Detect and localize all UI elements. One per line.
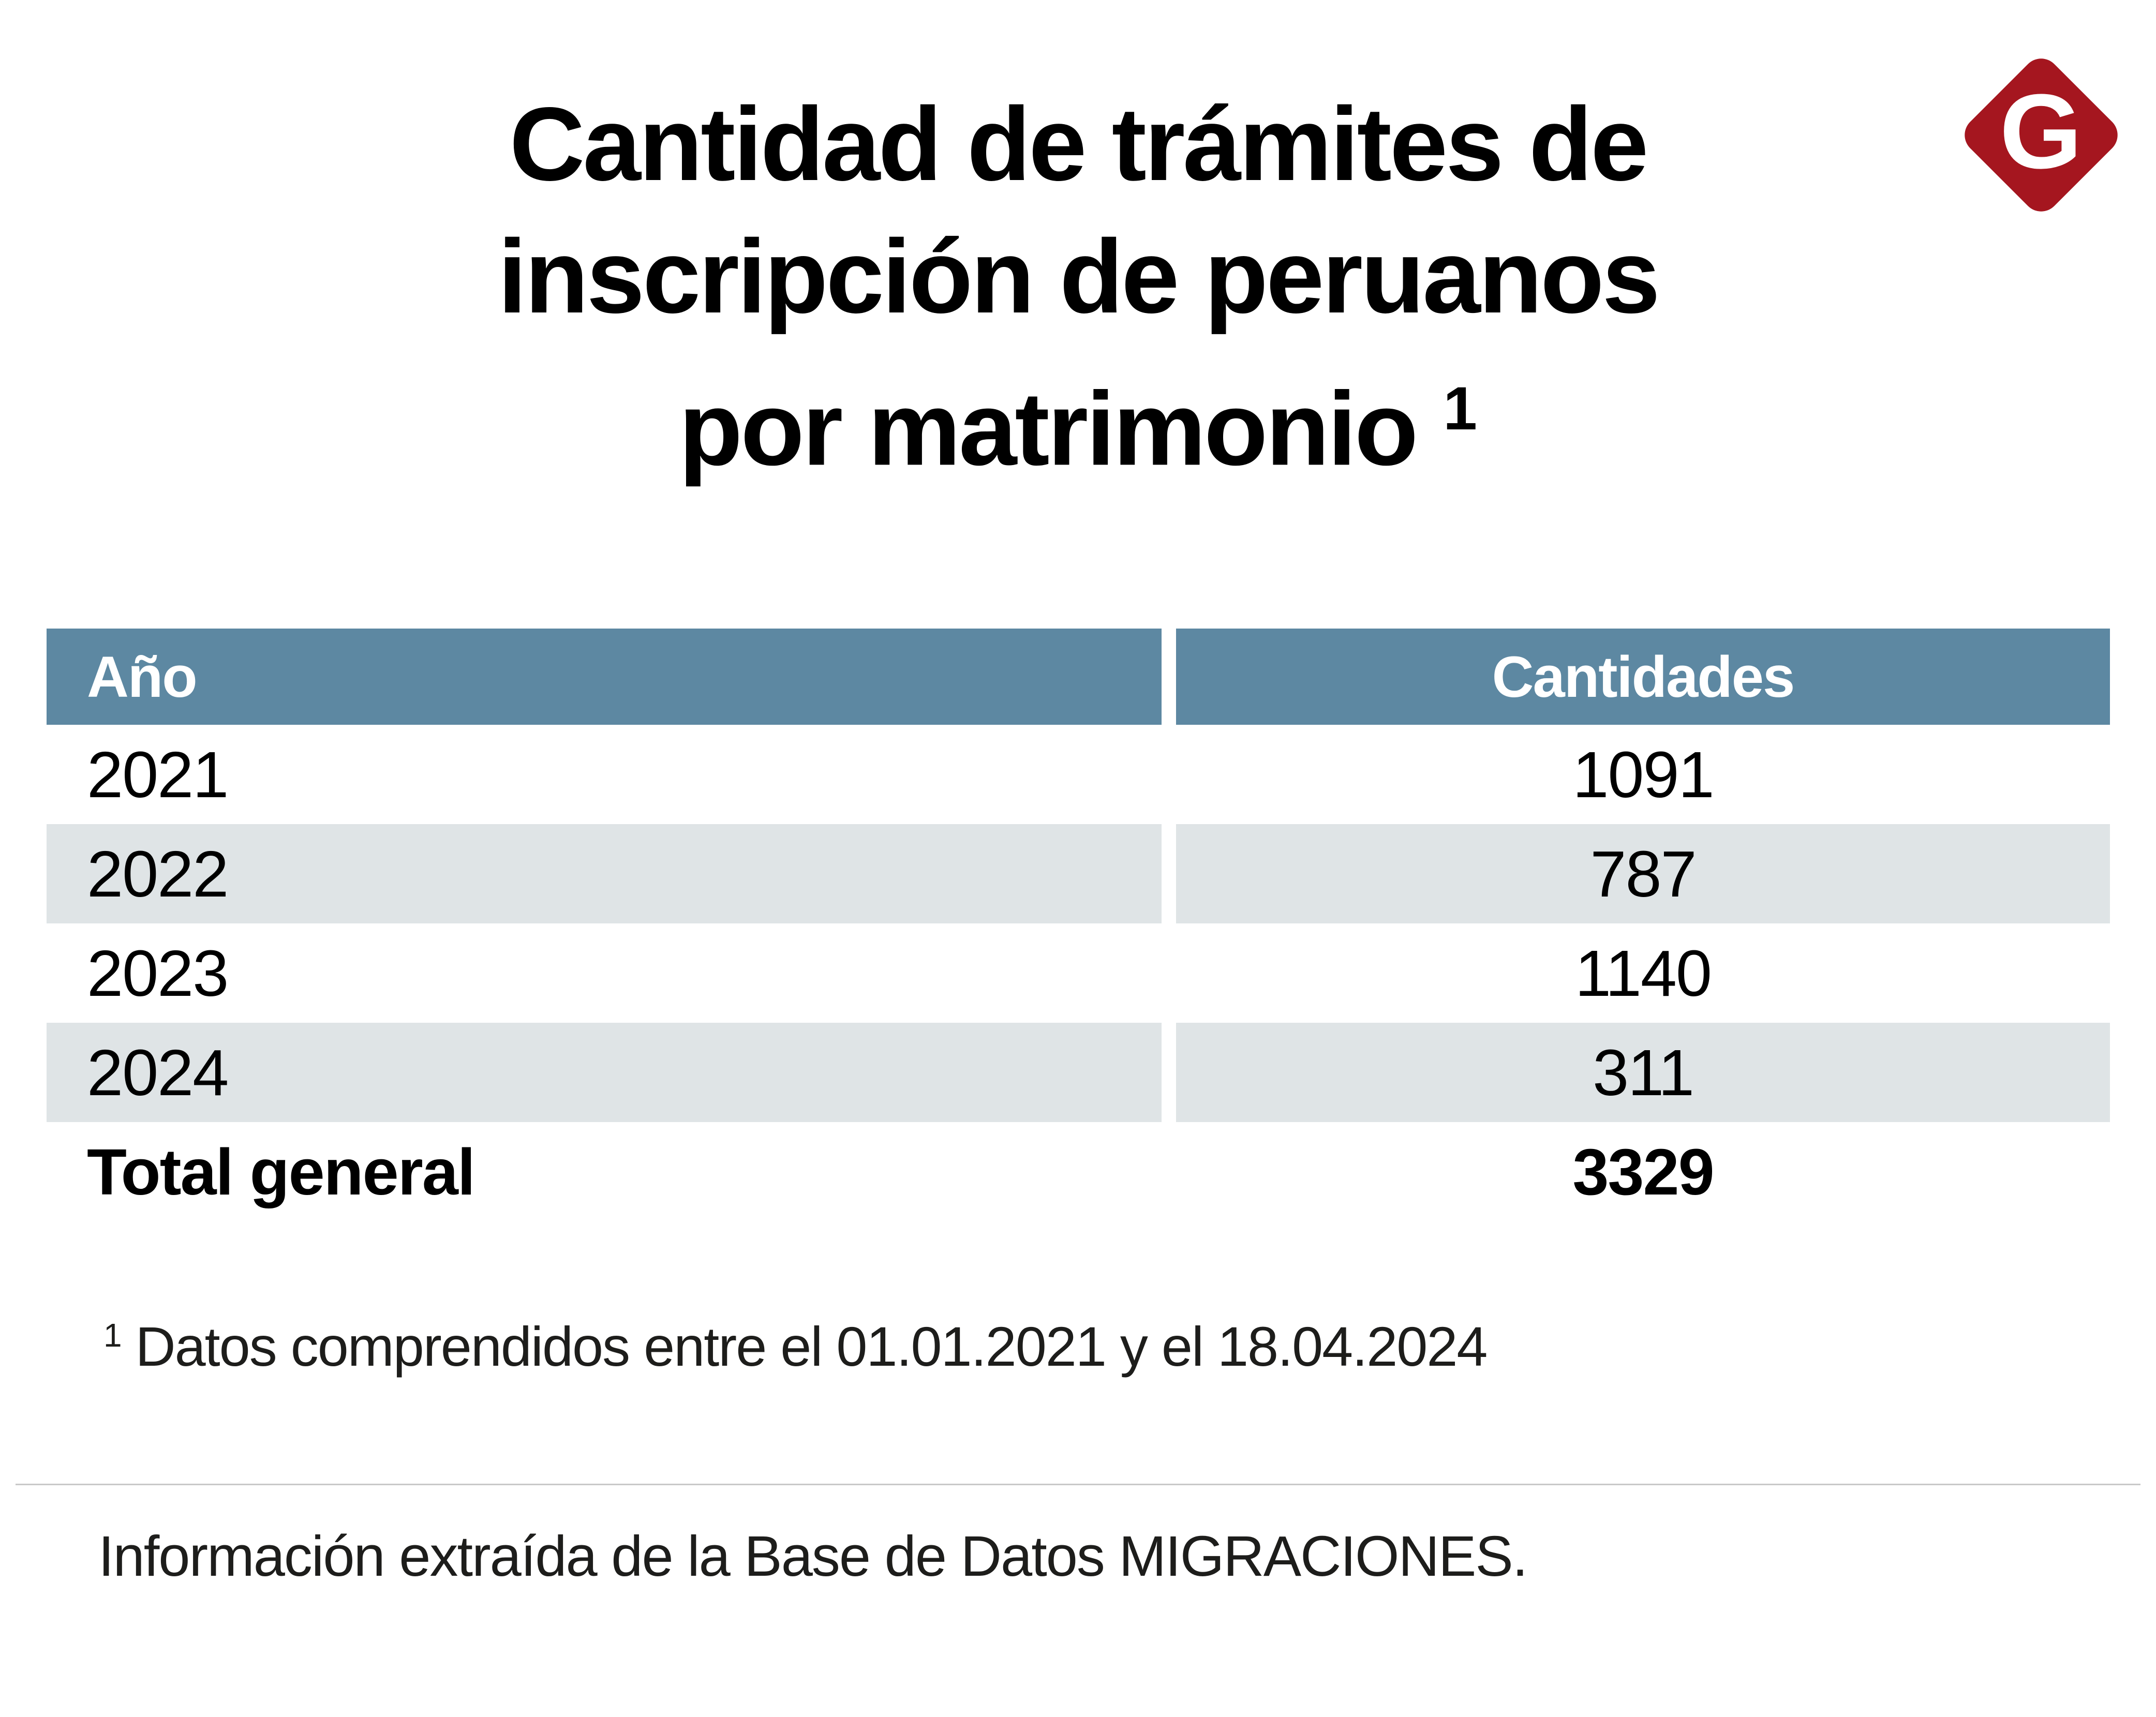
footnote: 1 Datos comprendidos entre el 01.01.2021… bbox=[103, 1314, 1488, 1379]
table-row-2022: 2022 787 bbox=[47, 824, 2110, 923]
value-cell: 311 bbox=[1176, 1023, 2110, 1122]
title-footnote-marker: 1 bbox=[1443, 375, 1478, 443]
title-line-1: Cantidad de trámites de bbox=[509, 85, 1649, 202]
value-cell: 1091 bbox=[1572, 738, 1714, 811]
source-line: Información extraída de la Base de Datos… bbox=[98, 1525, 1528, 1588]
column-header-year: Año bbox=[47, 629, 1162, 725]
value-cell: 787 bbox=[1176, 824, 2110, 923]
total-value-cell: 3329 bbox=[1176, 1122, 2110, 1221]
table-header-row: Año Cantidades bbox=[47, 629, 2110, 725]
footnote-text: Datos comprendidos entre el 01.01.2021 y… bbox=[135, 1315, 1488, 1378]
table-total-row: Total general 3329 bbox=[47, 1122, 2110, 1221]
data-table: Año Cantidades 2021 1091 2022 787 2023 1… bbox=[47, 629, 2110, 1221]
year-cell: 2022 bbox=[47, 824, 1162, 923]
column-header-quantities: Cantidades bbox=[1176, 629, 2110, 725]
divider-line bbox=[16, 1484, 2140, 1485]
year-cell: 2023 bbox=[87, 936, 229, 1010]
value-cell: 1140 bbox=[1575, 936, 1712, 1010]
year-cell: 2021 bbox=[87, 738, 229, 811]
footnote-marker: 1 bbox=[103, 1317, 122, 1354]
year-cell: 2024 bbox=[47, 1023, 1162, 1122]
total-label-cell: Total general bbox=[47, 1122, 1162, 1221]
table-row-2024: 2024 311 bbox=[47, 1023, 2110, 1122]
table-row-2023: 2023 1140 bbox=[47, 923, 2110, 1023]
page-title: Cantidad de trámites de inscripción de p… bbox=[0, 78, 2156, 495]
title-line-3: por matrimonio bbox=[678, 370, 1418, 487]
title-line-2: inscripción de peruanos bbox=[498, 218, 1660, 335]
table-row-2021: 2021 1091 bbox=[47, 725, 2110, 824]
